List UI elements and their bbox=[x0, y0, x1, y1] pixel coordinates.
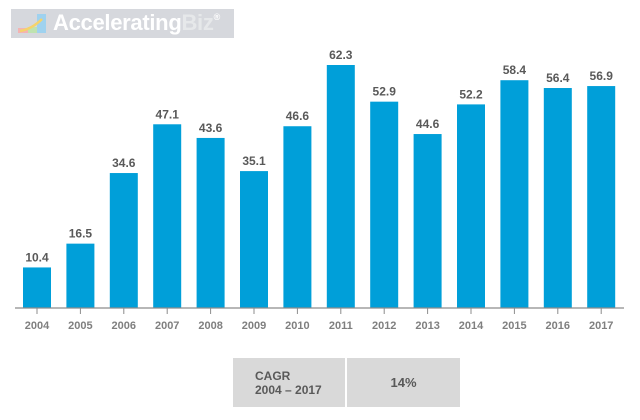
bar-2006 bbox=[109, 173, 138, 308]
cagr-value-box: 14% bbox=[347, 358, 460, 407]
x-tick-label-2009: 2009 bbox=[242, 320, 266, 332]
bar-2016 bbox=[543, 88, 572, 308]
bar-2009 bbox=[240, 171, 268, 308]
bar-2015 bbox=[500, 80, 529, 308]
x-tick-label-2017: 2017 bbox=[589, 320, 613, 332]
bar-2007 bbox=[153, 124, 182, 308]
data-label-2006: 34.6 bbox=[112, 156, 136, 170]
logo: AcceleratingBiz® bbox=[11, 9, 234, 38]
bar-2010 bbox=[283, 126, 312, 309]
rising-chart-icon bbox=[18, 14, 46, 33]
data-label-2014: 52.2 bbox=[459, 87, 483, 101]
bar-2014 bbox=[457, 104, 485, 308]
cagr-label: CAGR bbox=[255, 369, 291, 383]
x-tick-label-2006: 2006 bbox=[112, 320, 136, 332]
x-tick-label-2008: 2008 bbox=[198, 320, 222, 332]
data-label-2017: 56.9 bbox=[590, 69, 614, 83]
bar-2011 bbox=[326, 65, 355, 308]
x-tick-label-2012: 2012 bbox=[372, 320, 396, 332]
x-tick-label-2010: 2010 bbox=[285, 320, 309, 332]
data-label-2015: 58.4 bbox=[503, 63, 527, 77]
data-label-2005: 16.5 bbox=[69, 227, 93, 241]
x-tick-label-2007: 2007 bbox=[155, 320, 179, 332]
bar-2013 bbox=[413, 134, 442, 308]
x-tick-label-2015: 2015 bbox=[502, 320, 526, 332]
data-label-2012: 52.9 bbox=[373, 85, 397, 99]
bar-2008 bbox=[196, 137, 225, 308]
data-label-2011: 62.3 bbox=[329, 48, 353, 62]
data-label-2013: 44.6 bbox=[416, 117, 440, 131]
data-label-2009: 35.1 bbox=[242, 154, 266, 168]
x-tick-label-2004: 2004 bbox=[25, 320, 50, 332]
bar-2004 bbox=[23, 267, 51, 308]
data-label-2010: 46.6 bbox=[286, 109, 310, 123]
bar-2017 bbox=[587, 86, 616, 309]
data-label-2008: 43.6 bbox=[199, 121, 223, 135]
cagr-period: 2004 – 2017 bbox=[255, 383, 322, 397]
logo-text: AcceleratingBiz® bbox=[53, 10, 220, 35]
bar-chart: 10.4 2004 16.5 2005 34.6 2006 47.1 2007 43.6 2008… bbox=[15, 48, 624, 332]
data-label-2004: 10.4 bbox=[25, 250, 49, 264]
data-label-2016: 56.4 bbox=[546, 71, 570, 85]
x-tick-label-2005: 2005 bbox=[68, 320, 92, 332]
x-tick-label-2016: 2016 bbox=[546, 320, 570, 332]
data-label-2007: 47.1 bbox=[156, 107, 180, 121]
cagr-value: 14% bbox=[390, 375, 417, 390]
x-tick-label-2014: 2014 bbox=[459, 320, 484, 332]
bar-2012 bbox=[370, 101, 399, 309]
x-tick-label-2011: 2011 bbox=[329, 320, 353, 332]
x-tick-label-2013: 2013 bbox=[415, 320, 439, 332]
bar-2005 bbox=[66, 243, 95, 308]
cagr-label-box: CAGR 2004 – 2017 bbox=[233, 358, 345, 407]
